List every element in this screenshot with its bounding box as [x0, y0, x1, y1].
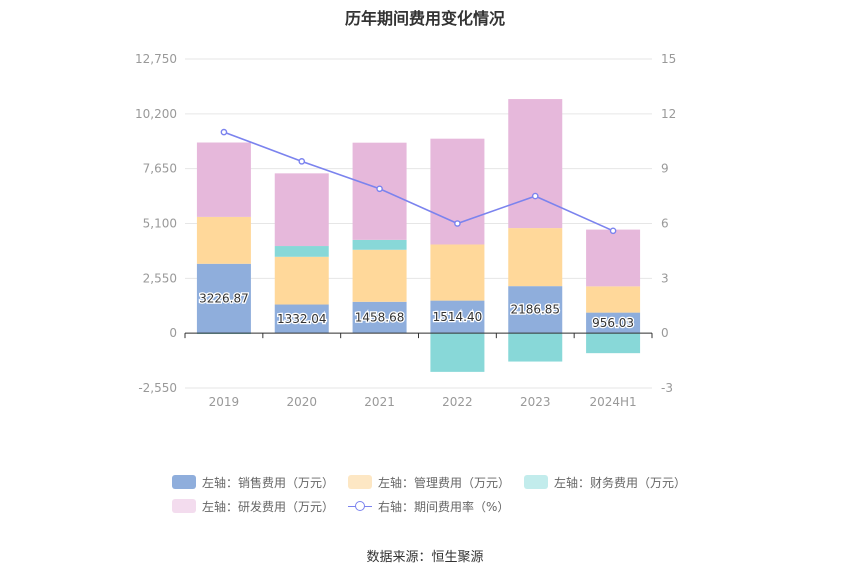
bar-admin [586, 286, 641, 313]
left-axis-tick-label: 5,100 [143, 217, 177, 231]
legend-item-finance[interactable]: 左轴：财务费用（万元） [524, 474, 686, 491]
legend-item-sales[interactable]: 左轴：销售费用（万元） [172, 474, 334, 491]
sales-data-label: 3226.87 [199, 291, 249, 305]
bar-admin [430, 244, 485, 301]
bar-finance [274, 246, 329, 257]
bar-rnd [430, 138, 485, 245]
legend-swatch-rate [348, 499, 373, 513]
x-axis-tick-label: 2023 [520, 395, 551, 409]
legend-label-admin: 左轴：管理费用（万元） [378, 475, 511, 490]
legend-label-sales: 左轴：销售费用（万元） [202, 475, 335, 490]
legend-swatch-admin [348, 475, 373, 489]
left-axis-tick-label: 0 [169, 326, 177, 340]
left-axis-tick-label: -2,550 [138, 381, 177, 395]
bar-rnd [586, 229, 641, 287]
right-axis-tick-label: 12 [661, 107, 676, 121]
chart-title: 历年期间费用变化情况 [344, 9, 505, 28]
right-axis-tick-label: 3 [661, 271, 669, 285]
axis-ticks: 12,750 15 10,200 12 7,650 9 5,100 6 2,550 3 0 0 -2,5… [135, 52, 676, 409]
bar-admin [352, 249, 407, 302]
bar-sales [352, 301, 407, 334]
x-axis-tick-label: 2021 [364, 395, 395, 409]
rate-line-point [376, 185, 383, 193]
rate-line-point [531, 192, 539, 200]
left-axis-tick-label: 7,650 [143, 162, 177, 176]
legend-label-finance: 左轴：财务费用（万元） [554, 475, 687, 490]
legend-label-rate: 右轴：期间费用率（%） [378, 499, 510, 514]
rate-line-point [454, 220, 461, 227]
bar-rnd [274, 173, 329, 247]
sales-data-label: 2186.85 [510, 303, 560, 317]
bar-admin [196, 216, 251, 264]
left-axis-tick-label: 10,200 [135, 107, 177, 121]
right-axis-tick-label: -3 [661, 381, 673, 395]
bar-finance [586, 333, 641, 354]
bar-sales [430, 300, 485, 334]
rate-line-path [223, 131, 614, 232]
data-source: 数据来源：恒生聚源 [366, 550, 484, 565]
legend-swatch-rnd [172, 499, 196, 513]
bar-sales [196, 263, 251, 334]
x-axis-tick-label: 2022 [442, 395, 473, 409]
bars [196, 99, 641, 372]
rate-line-point [609, 227, 617, 235]
bar-sales [508, 286, 563, 334]
x-axis-tick-label: 2019 [209, 395, 240, 409]
bar-finance [352, 239, 407, 250]
gridlines [185, 58, 652, 389]
sales-data-label: 956.03 [592, 316, 634, 330]
legend-swatch-finance [524, 475, 549, 489]
chart-plot: 3226.87 1332.04 1458.68 1514.40 2186.85 956.0… [135, 52, 676, 409]
legend: 左轴：销售费用（万元） 左轴：管理费用（万元） 左轴：财务费用（万元） 左轴：研… [172, 470, 692, 518]
x-axis-tick-label: 2024H1 [589, 395, 636, 409]
right-axis-tick-label: 15 [661, 52, 676, 66]
right-axis-tick-label: 9 [661, 162, 669, 176]
x-axis-tick-label: 2020 [286, 395, 317, 409]
bar-admin [274, 256, 329, 305]
bar-data-labels: 3226.87 1332.04 1458.68 1514.40 2186.85 956.0… [198, 290, 635, 331]
bar-rnd [508, 99, 563, 229]
legend-item-rate[interactable]: 右轴：期间费用率（%） [348, 498, 509, 515]
left-axis-tick-label: 12,750 [135, 52, 177, 66]
legend-item-rnd[interactable]: 左轴：研发费用（万元） [172, 498, 334, 515]
left-axis-tick-label: 2,550 [143, 271, 177, 285]
legend-swatch-sales [172, 475, 196, 489]
zero-axis [184, 332, 653, 339]
rate-line-point [220, 128, 228, 136]
bar-rnd [196, 142, 251, 217]
legend-item-admin[interactable]: 左轴：管理费用（万元） [348, 474, 510, 491]
right-axis-tick-label: 0 [661, 326, 669, 340]
sales-data-label: 1458.68 [355, 310, 405, 324]
legend-label-rnd: 左轴：研发费用（万元） [202, 499, 335, 514]
rate-line-point [298, 158, 306, 165]
sales-data-label: 1332.04 [277, 312, 327, 326]
rate-line [220, 128, 617, 235]
bar-sales [586, 312, 641, 334]
bar-finance [508, 333, 563, 362]
bar-finance [430, 333, 485, 372]
bar-sales [274, 304, 329, 334]
bar-admin [508, 228, 563, 287]
sales-data-label: 1514.40 [433, 310, 483, 324]
right-axis-tick-label: 6 [661, 217, 669, 231]
